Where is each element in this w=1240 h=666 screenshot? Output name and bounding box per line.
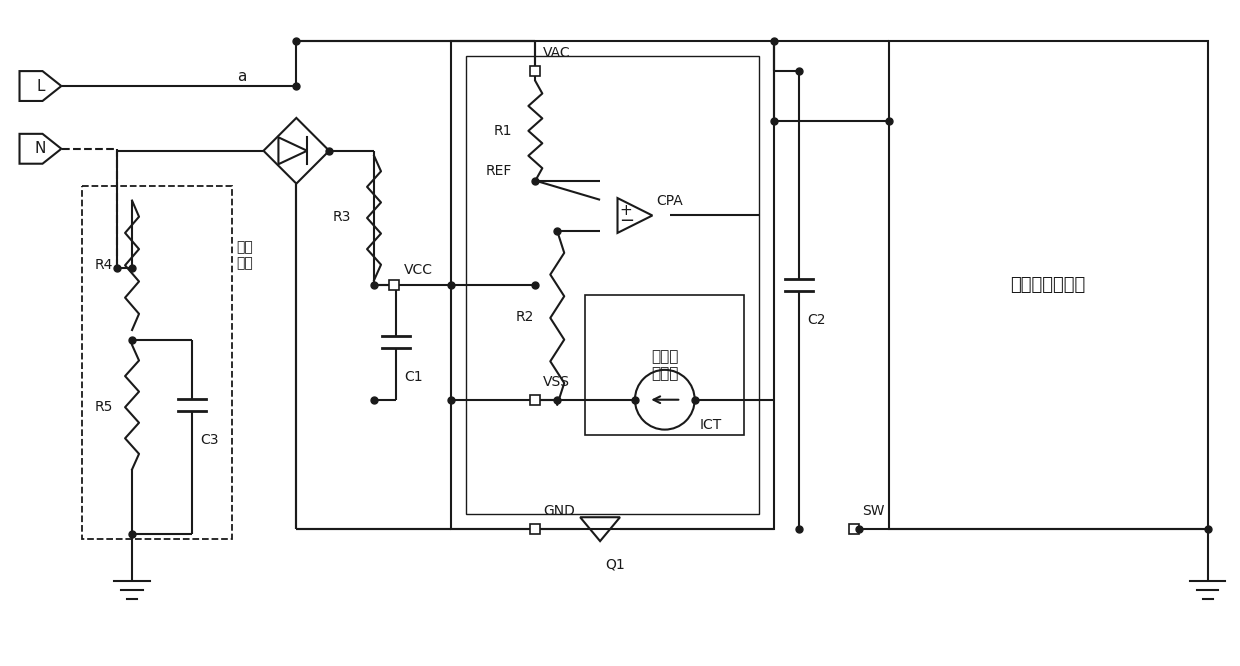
Bar: [531, 524, 541, 534]
Bar: [466, 56, 759, 514]
Bar: [531, 395, 541, 405]
Text: CPA: CPA: [656, 194, 682, 208]
Text: 驱动模组及负载: 驱动模组及负载: [1011, 276, 1086, 294]
Bar: [389, 280, 399, 290]
Text: REF: REF: [486, 164, 512, 178]
Text: GND: GND: [543, 504, 575, 518]
Text: R2: R2: [516, 310, 533, 324]
Text: a: a: [237, 69, 247, 83]
Text: ICT: ICT: [699, 418, 722, 432]
Text: 人体
模型: 人体 模型: [237, 240, 253, 270]
Bar: [585, 295, 744, 435]
Bar: [889, 41, 1208, 529]
Text: VCC: VCC: [404, 263, 433, 277]
Text: R4: R4: [94, 258, 113, 272]
Bar: [531, 66, 541, 76]
Text: VAC: VAC: [543, 46, 570, 60]
Text: 逻辑控
制电路: 逻辑控 制电路: [651, 349, 678, 381]
Bar: [849, 524, 859, 534]
Text: R3: R3: [332, 210, 351, 224]
Text: +: +: [620, 202, 632, 218]
Text: R1: R1: [494, 124, 512, 138]
Text: C3: C3: [200, 432, 218, 447]
Text: C2: C2: [807, 313, 826, 327]
Text: N: N: [35, 141, 46, 157]
Text: R5: R5: [94, 400, 113, 414]
Text: L: L: [36, 79, 45, 93]
Text: VSS: VSS: [543, 375, 570, 389]
Text: SW: SW: [862, 504, 884, 518]
Text: C1: C1: [404, 370, 423, 384]
Bar: [82, 186, 232, 539]
Text: −: −: [619, 212, 634, 230]
Bar: [450, 41, 774, 529]
Text: Q1: Q1: [605, 557, 625, 571]
